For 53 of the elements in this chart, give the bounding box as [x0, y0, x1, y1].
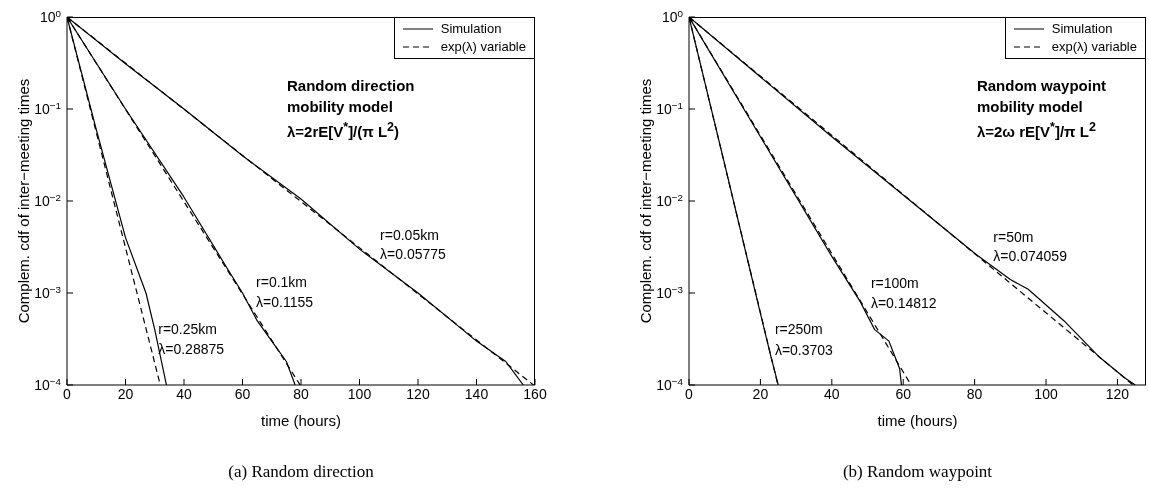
annotation: r=250m — [774, 321, 823, 338]
y-tick-label: 10$^{0}$ — [661, 7, 684, 25]
x-tick-label: 80 — [293, 385, 309, 402]
x-tick-label: 80 — [966, 385, 983, 402]
x-tick-label: 160 — [523, 385, 547, 402]
y-tick-label: 10$^{−1}$ — [656, 99, 683, 117]
x-axis-title: time (hours) — [260, 412, 342, 429]
x-tick-label: 60 — [895, 385, 912, 402]
annotation: Random direction — [286, 77, 415, 94]
y-tick-label: 10$^{−2}$ — [34, 191, 61, 209]
annotation: Random waypoint — [976, 77, 1107, 94]
y-tick-label: 10$^{−1}$ — [34, 99, 61, 117]
y-tick-label: 10$^{−3}$ — [34, 283, 62, 301]
annotation: λ=0.074059 — [993, 248, 1067, 265]
annotation: λ=2ω rE[V$^{*}$]/π L$^{2}$ — [976, 120, 1096, 140]
x-tick-label: 0 — [685, 385, 694, 402]
legend-label: Simulation — [440, 21, 502, 36]
annotation: λ=0.1155 — [256, 294, 314, 311]
x-tick-label: 40 — [824, 385, 840, 402]
annotation: mobility model — [286, 98, 393, 115]
x-tick-label: 100 — [347, 385, 372, 402]
y-axis-title: Complem. cdf of inter−meeting times — [15, 78, 32, 324]
legend-label: exp(λ) variable — [440, 39, 526, 54]
x-tick-label: 20 — [752, 385, 769, 402]
x-tick-label: 20 — [117, 385, 134, 402]
annotation: r=0.05km — [380, 226, 439, 243]
x-axis-title: time (hours) — [877, 412, 958, 429]
x-tick-label: 140 — [464, 385, 489, 402]
annotation: r=50m — [993, 229, 1034, 246]
annotation: λ=2rE[V$^{*}$]/(π L$^{2}$) — [286, 120, 400, 140]
y-tick-label: 10$^{−4}$ — [34, 375, 62, 393]
text: (a) Random direction — [228, 462, 374, 481]
text: (b) Random waypoint — [842, 462, 993, 481]
annotation: r=0.25km — [158, 321, 217, 338]
y-tick-label: 10$^{−3}$ — [656, 283, 684, 301]
x-tick-label: 40 — [176, 385, 192, 402]
annotation: mobility model — [976, 98, 1083, 115]
legend-label: Simulation — [1051, 21, 1113, 36]
y-tick-label: 10$^{0}$ — [39, 7, 62, 25]
y-tick-label: 10$^{−4}$ — [656, 375, 684, 393]
x-tick-label: 120 — [1105, 385, 1130, 402]
x-tick-label: 60 — [234, 385, 251, 402]
annotation: r=100m — [870, 274, 919, 291]
y-axis-title: Complem. cdf of inter−meeting times — [637, 78, 654, 324]
y-tick-label: 10$^{−2}$ — [656, 191, 683, 209]
x-tick-label: 120 — [406, 385, 430, 402]
annotation: λ=0.05775 — [380, 246, 446, 263]
annotation: λ=0.14812 — [870, 295, 937, 312]
x-tick-label: 100 — [1034, 385, 1058, 402]
legend-label: exp(λ) variable — [1051, 39, 1137, 54]
annotation: λ=0.3703 — [774, 342, 833, 359]
x-tick-label: 0 — [63, 385, 72, 402]
annotation: r=0.1km — [256, 273, 308, 290]
